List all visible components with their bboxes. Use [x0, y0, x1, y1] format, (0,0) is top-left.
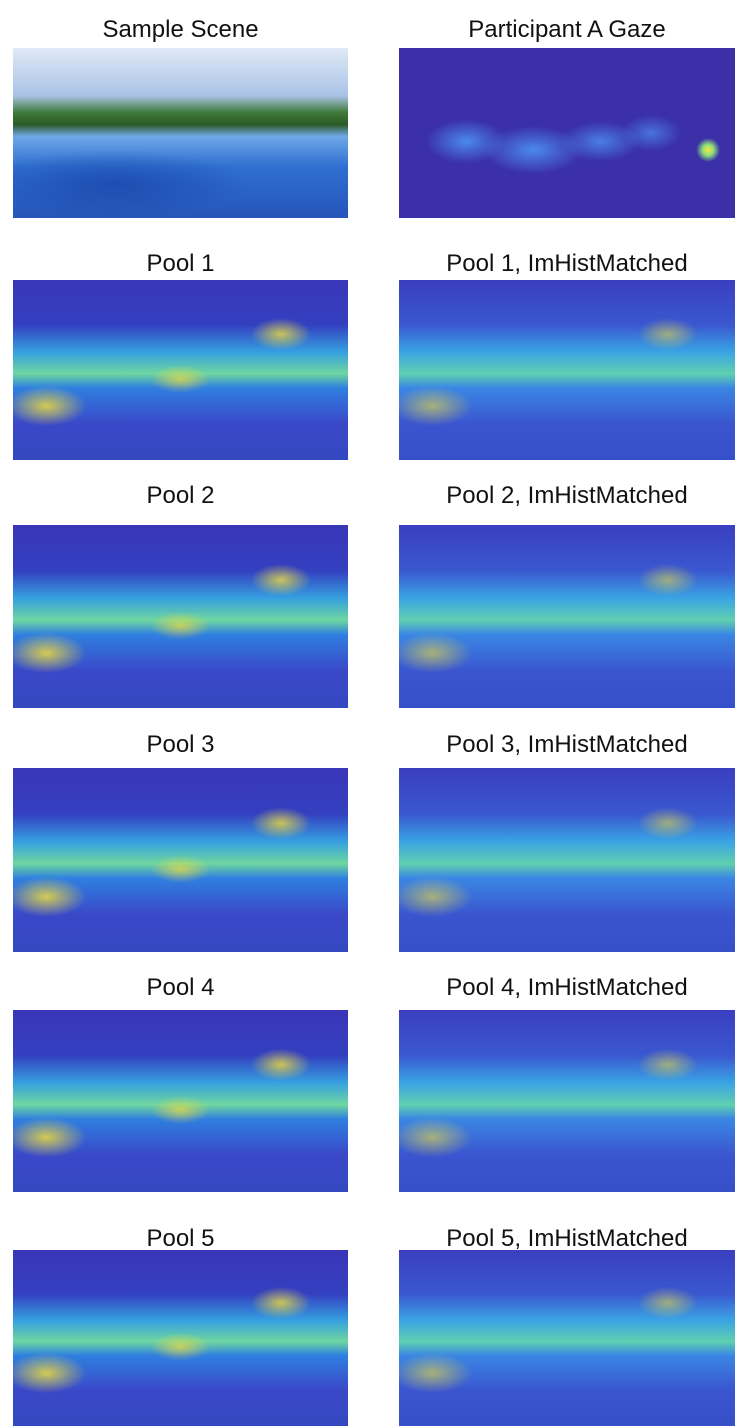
- panel-title: Pool 5, ImHistMatched: [397, 1225, 735, 1253]
- feature-map: [399, 525, 735, 708]
- feature-map: [13, 1250, 348, 1426]
- feature-map: [399, 1250, 735, 1426]
- feature-map: [13, 1010, 348, 1192]
- panel-title: Pool 2: [11, 482, 351, 510]
- panel-title: Pool 3: [11, 731, 351, 759]
- feature-map: [13, 280, 348, 460]
- feature-map: [399, 768, 735, 952]
- panel-title: Pool 4: [11, 974, 351, 1002]
- panel-title: Pool 5: [11, 1225, 351, 1253]
- feature-map: [399, 280, 735, 460]
- gaze-map: [399, 48, 735, 218]
- feature-map: [13, 525, 348, 708]
- scene-image: [13, 48, 348, 218]
- panel-title: Pool 1: [11, 250, 351, 278]
- feature-map: [13, 768, 348, 952]
- panel-title: Pool 1, ImHistMatched: [397, 250, 735, 278]
- panel-title: Pool 3, ImHistMatched: [397, 731, 735, 759]
- panel-title: Pool 2, ImHistMatched: [397, 482, 735, 510]
- panel-title: Pool 4, ImHistMatched: [397, 974, 735, 1002]
- feature-map: [399, 1010, 735, 1192]
- figure: (() => { const data = JSON.parse(documen…: [0, 0, 735, 1426]
- panel-title: Sample Scene: [11, 16, 351, 44]
- panel-title: Participant A Gaze: [397, 16, 735, 44]
